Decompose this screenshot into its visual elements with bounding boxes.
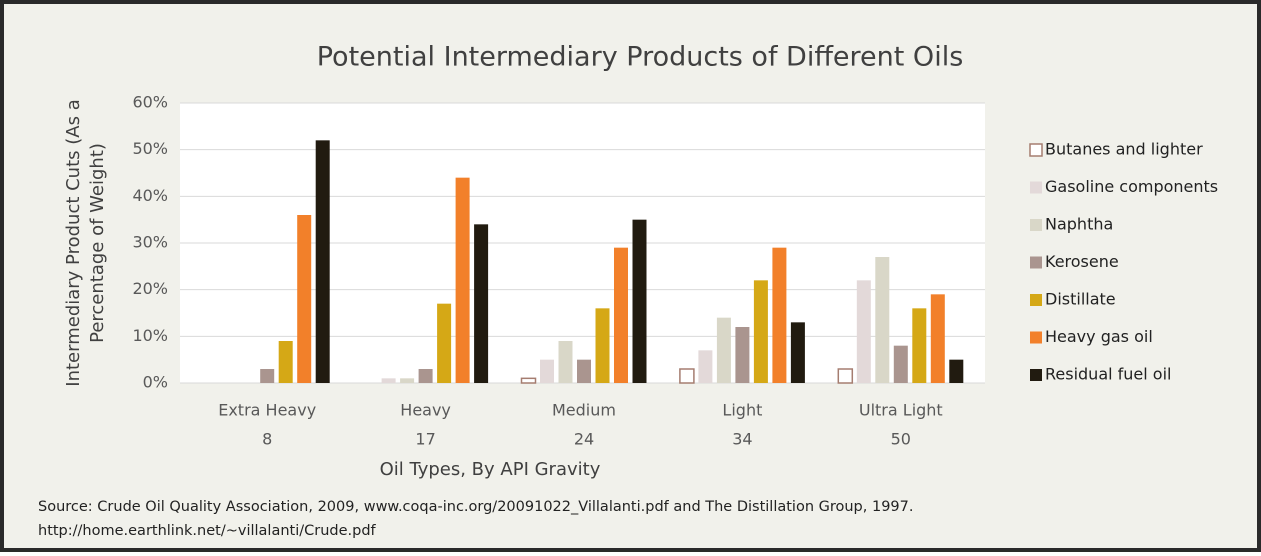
x-tick-label: 24	[574, 430, 594, 449]
bar	[455, 177, 470, 383]
bar	[278, 341, 293, 383]
bar	[381, 378, 396, 383]
legend-label: Kerosene	[1045, 252, 1119, 271]
source-line: Source: Crude Oil Quality Association, 2…	[38, 499, 914, 515]
bar	[558, 341, 573, 383]
bar	[753, 280, 768, 383]
bar	[735, 327, 750, 383]
bar	[698, 350, 713, 383]
legend-swatch	[1030, 331, 1042, 344]
bar	[856, 280, 871, 383]
bar	[540, 359, 554, 383]
chart-title: Potential Intermediary Products of Diffe…	[317, 42, 964, 73]
x-tick-label: Light	[722, 401, 762, 420]
bar	[893, 345, 908, 383]
y-tick-label: 20%	[132, 279, 168, 298]
y-axis-title: Intermediary Product Cuts (As a Percenta…	[63, 99, 108, 386]
bar	[297, 215, 312, 383]
bar	[716, 317, 731, 383]
bar	[418, 369, 433, 383]
x-tick-label: Heavy	[400, 401, 451, 420]
bar	[790, 322, 805, 383]
bar	[930, 294, 945, 383]
y-tick-label: 0%	[143, 373, 168, 392]
x-tick-label: 17	[415, 430, 435, 449]
x-axis-title: Oil Types, By API Gravity	[380, 459, 601, 480]
bar	[614, 247, 628, 383]
bar	[577, 359, 591, 383]
legend-label: Distillate	[1045, 290, 1116, 309]
bar	[632, 219, 647, 383]
bar	[315, 140, 330, 383]
bar	[260, 369, 275, 383]
x-tick-label: Ultra Light	[859, 401, 943, 420]
bar	[595, 308, 610, 383]
x-tick-label: Extra Heavy	[218, 401, 316, 420]
y-tick-label: 40%	[132, 186, 168, 205]
bar	[520, 377, 537, 384]
bar	[679, 368, 695, 384]
bar	[837, 368, 854, 384]
x-tick-label: 34	[732, 430, 752, 449]
bar	[772, 247, 787, 383]
y-axis-title-line: Intermediary Product Cuts (As a	[63, 99, 84, 386]
legend-swatch	[1030, 181, 1042, 194]
legend-label: Gasoline components	[1045, 177, 1218, 196]
x-tick-label: 8	[262, 430, 272, 449]
bar	[912, 308, 927, 383]
y-tick-label: 50%	[132, 139, 168, 158]
legend-swatch	[1030, 369, 1042, 381]
bar	[875, 257, 890, 383]
source-line: http://home.earthlink.net/~villalanti/Cr…	[38, 523, 377, 539]
bar	[474, 224, 489, 383]
y-axis-title-line: Percentage of Weight)	[87, 143, 108, 343]
legend-label: Heavy gas oil	[1045, 327, 1153, 346]
legend-swatch	[1030, 256, 1042, 269]
bar	[400, 378, 415, 383]
x-tick-label: 50	[891, 430, 911, 449]
legend-label: Naphtha	[1045, 215, 1113, 234]
y-tick-label: 30%	[132, 233, 168, 252]
legend-label: Residual fuel oil	[1045, 365, 1171, 384]
legend-swatch	[1030, 294, 1042, 306]
bar	[437, 303, 452, 383]
bar	[949, 359, 964, 383]
y-tick-label: 60%	[132, 93, 168, 112]
legend-swatch	[1029, 143, 1043, 157]
x-tick-label: Medium	[552, 401, 616, 420]
legend-swatch	[1030, 219, 1042, 231]
y-tick-label: 10%	[132, 326, 168, 345]
legend-label: Butanes and lighter	[1045, 140, 1203, 159]
